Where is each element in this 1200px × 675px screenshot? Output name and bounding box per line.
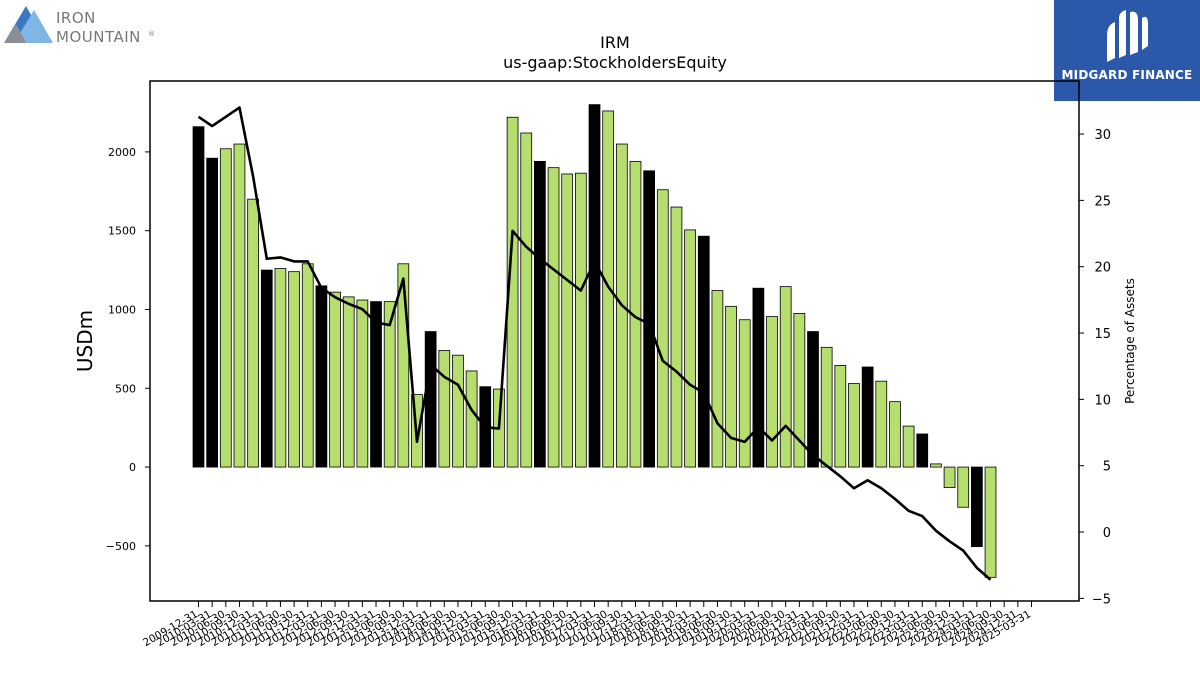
bar <box>820 346 833 468</box>
bar <box>725 305 737 468</box>
bar <box>233 143 246 468</box>
bar <box>397 263 410 468</box>
bar <box>943 466 956 488</box>
bar <box>793 313 806 468</box>
logo-text-line1: IRON <box>56 9 96 27</box>
bar <box>738 319 751 468</box>
line-group <box>197 106 992 581</box>
bar <box>984 466 997 578</box>
bar <box>520 132 533 468</box>
logo-text-line2: MOUNTAIN <box>56 28 141 46</box>
bar <box>301 263 314 468</box>
bar <box>670 206 683 468</box>
y-tick-label: 1000 <box>108 303 136 316</box>
logo-registered-mark: ® <box>148 30 155 38</box>
bar <box>779 286 792 468</box>
mountain-front-shape <box>14 10 53 43</box>
bar <box>930 463 942 468</box>
y2-axis-label: Percentage of Assets <box>1123 278 1137 404</box>
bar <box>697 235 710 468</box>
bar <box>902 425 915 468</box>
bar <box>534 160 546 468</box>
chart-title: IRM <box>600 33 630 52</box>
y-tick-label: 1500 <box>108 225 136 238</box>
y2-tick-label: 0 <box>1103 526 1111 541</box>
bar <box>424 331 437 468</box>
bar <box>465 370 478 468</box>
percentage-line <box>197 106 992 581</box>
bar <box>875 380 888 468</box>
y2-tick-label: 25 <box>1094 194 1111 209</box>
bar <box>561 173 574 468</box>
iron-mountain-logo: IRON MOUNTAIN ® <box>4 6 155 46</box>
midgard-finance-logo: MIDGARD FINANCE <box>1054 0 1200 101</box>
bar <box>315 285 328 468</box>
bar <box>643 170 655 468</box>
bar <box>971 466 983 548</box>
bar <box>370 301 382 468</box>
bar <box>656 189 669 468</box>
mountain-gray-shape <box>4 24 26 43</box>
brand-name: MIDGARD FINANCE <box>1061 68 1193 82</box>
bar <box>711 290 724 468</box>
bar <box>219 148 232 468</box>
chart-subtitle: us-gaap:StockholdersEquity <box>503 53 727 72</box>
bar <box>383 301 396 468</box>
y2-tick-label: 10 <box>1094 393 1111 408</box>
y2-tick-label: 15 <box>1094 327 1111 342</box>
bar <box>329 291 341 468</box>
y2-tick-label: −5 <box>1092 592 1111 607</box>
bar <box>342 296 355 468</box>
bar <box>916 433 929 468</box>
bar <box>260 269 273 468</box>
bar <box>766 316 778 468</box>
y2-tick-label: 20 <box>1094 261 1111 276</box>
bar <box>861 366 874 468</box>
bar <box>547 167 560 468</box>
bar <box>438 350 451 468</box>
bar <box>206 157 219 468</box>
y2-tick-label: 5 <box>1103 460 1111 475</box>
bar <box>957 466 970 508</box>
bar <box>629 160 642 468</box>
bar <box>274 268 287 468</box>
bar <box>192 126 205 468</box>
bar <box>848 383 860 468</box>
y-tick-label: 0 <box>129 461 136 474</box>
bar <box>575 172 587 468</box>
y-axis-label: USDm <box>73 310 97 372</box>
bar <box>889 401 901 468</box>
bar <box>288 271 300 468</box>
bar <box>452 354 464 468</box>
bar <box>752 287 765 468</box>
y-tick-label: −500 <box>106 540 136 553</box>
bar <box>834 365 847 468</box>
y-tick-label: 2000 <box>108 146 136 159</box>
midgard-emblem-icon <box>1107 10 1148 62</box>
bar <box>247 198 259 468</box>
y-axis-right: −5 0 5 10 15 20 25 30 <box>1079 128 1111 607</box>
y-axis-left: −500 0 500 1000 1500 2000 <box>106 146 150 553</box>
bar <box>684 229 696 468</box>
y-tick-label: 500 <box>115 382 136 395</box>
bar <box>356 299 369 468</box>
x-axis: 2009-12-312010-03-312010-06-302010-09-30… <box>141 601 1033 649</box>
y2-tick-label: 30 <box>1094 128 1111 143</box>
bar <box>807 331 819 468</box>
bar <box>588 104 601 468</box>
plot-frame <box>149 80 1080 602</box>
bar <box>602 110 615 468</box>
bars-group <box>192 104 997 578</box>
